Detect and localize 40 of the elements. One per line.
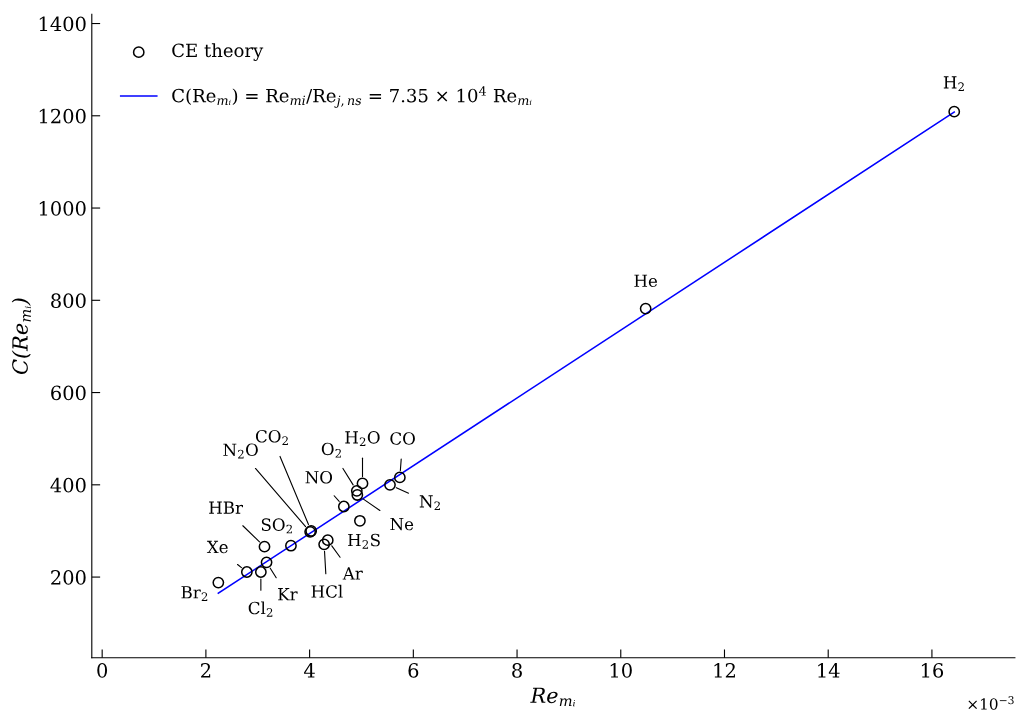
- x-tick-label: 4: [304, 663, 315, 678]
- legend-label: CE theory: [172, 43, 264, 61]
- annotation: SO$_{2}$: [261, 518, 292, 534]
- annotation: Cl$_{2}$: [248, 601, 273, 617]
- annotation: CO$_{2}$: [255, 429, 288, 445]
- y-tick-label: 800: [51, 293, 86, 308]
- y-tick-label: 1400: [39, 16, 86, 32]
- annotation: N$_{2}$: [419, 495, 440, 511]
- annotation: HBr: [209, 501, 243, 514]
- text: ×10$^{−3}$: [968, 696, 1014, 710]
- x-tick-label: 0: [97, 663, 108, 678]
- x-tick-label: 14: [818, 663, 840, 678]
- annotation: Br$_{2}$: [181, 586, 208, 601]
- y-tick-label: 1200: [39, 108, 86, 124]
- x-tick-label: 12: [714, 663, 735, 678]
- x-axis-title: Re$_{mᵢ}$: [530, 687, 576, 707]
- y-axis-title: C(Re$_{mᵢ}$): [11, 298, 31, 374]
- x-tick-label: 8: [512, 663, 522, 678]
- annotation: N$_{2}$O: [223, 443, 258, 459]
- x-tick-label: 10: [610, 663, 632, 678]
- text: C(Re$_{mᵢ}$) = Re$_{mi}$/Re$_{j,ns}$ = 7.35 × 10$^{4}$ Re$_{mᵢ}$: [172, 86, 532, 108]
- annotation: Xe: [206, 540, 228, 554]
- x-tick-label: 6: [408, 663, 419, 678]
- annotation: He: [634, 274, 658, 288]
- annotation: CO: [390, 432, 415, 445]
- annotation: Ne: [390, 517, 414, 531]
- y-tick-label: 200: [51, 570, 86, 585]
- annotation: HCl: [311, 584, 343, 598]
- y-tick-label: 400: [50, 477, 86, 493]
- annotation: H$_{2}$S: [348, 533, 380, 549]
- y-tick-label: 1000: [39, 201, 86, 216]
- annotation: H$_{2}$O: [345, 431, 380, 447]
- annotation: O$_{2}$: [321, 442, 341, 458]
- x-tick-label: 16: [921, 663, 944, 678]
- annotation: H$_{2}$: [943, 76, 964, 92]
- y-tick-label: 600: [51, 385, 86, 401]
- x-tick-label: 2: [201, 663, 211, 678]
- annotation: Ar: [342, 567, 363, 580]
- annotation: NO: [305, 470, 333, 484]
- annotation: Kr: [278, 588, 298, 601]
